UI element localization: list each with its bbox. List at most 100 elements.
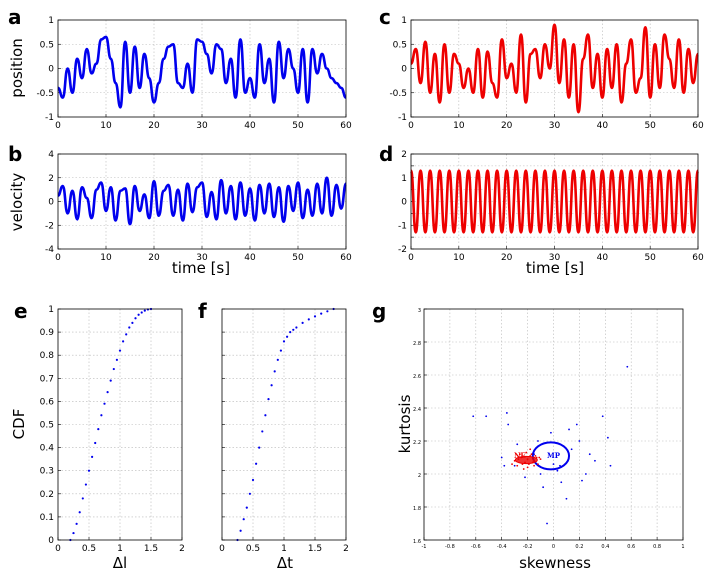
data-point — [522, 468, 525, 470]
data-point — [518, 453, 521, 456]
data-point — [560, 481, 563, 484]
chart-b: 0 10 20 30 40 50 60 -4 -2 0 2 4 — [45, 150, 352, 263]
x-tick-label: 50 — [644, 121, 656, 131]
data-point — [570, 448, 573, 451]
y-tick-label: -2 — [398, 245, 407, 255]
data-point — [134, 317, 137, 320]
data-point — [568, 428, 570, 431]
x-tick-label: 60 — [340, 253, 352, 263]
y-tick-label: 0 — [48, 198, 54, 208]
x-tick-label: 30 — [549, 121, 561, 131]
panel-d: d time [s] — [379, 142, 584, 277]
data-point — [626, 365, 629, 368]
x-tick-label: -1 — [422, 544, 427, 550]
data-point — [242, 518, 245, 521]
data-point — [539, 473, 542, 475]
x-tick-label: 0 — [55, 253, 61, 263]
x-tick-label: 10 — [453, 253, 465, 263]
panel-label-c: c — [379, 5, 391, 29]
x-tick-label: 2 — [343, 544, 349, 554]
x-tick-label: 60 — [340, 121, 352, 131]
y-tick-label: -1 — [398, 221, 407, 231]
data-point — [103, 402, 106, 405]
panel-label-e: e — [14, 299, 28, 323]
data-point — [601, 415, 604, 418]
panel-label-g: g — [372, 299, 386, 323]
y-tick-label: 1 — [401, 16, 407, 26]
data-point — [106, 391, 109, 394]
x-tick-label: 0.5 — [82, 544, 96, 554]
data-point — [128, 326, 131, 329]
data-point — [578, 440, 581, 442]
y-tick-label: 4 — [48, 150, 54, 160]
series-line-b — [57, 176, 348, 226]
data-point — [507, 423, 510, 426]
data-point — [115, 358, 118, 361]
ellipse-mp — [531, 441, 571, 471]
data-point — [552, 463, 555, 465]
data-point — [267, 397, 270, 401]
chart-a: 0 10 20 30 40 50 60 -1 -0.5 0 0.5 1 — [36, 16, 352, 131]
y-tick-label: 0.4 — [40, 444, 55, 454]
data-point — [295, 326, 298, 329]
data-point — [609, 464, 612, 467]
chart-g: -1 -0.8 -0.6 -0.4 -0.2 0 0.2 0.4 0.6 0.8 1 1.6 1.8 2 2… — [413, 308, 685, 550]
y-tick-label: 0 — [48, 65, 54, 75]
data-point — [94, 441, 97, 445]
data-point — [100, 414, 103, 417]
data-point — [264, 414, 267, 417]
data-point — [524, 476, 526, 479]
x-tick-label: 40 — [597, 253, 609, 263]
data-point — [527, 463, 530, 465]
data-point — [279, 349, 282, 352]
y-tick-label: 0.7 — [40, 374, 54, 384]
data-point — [251, 478, 255, 482]
x-tick-label: 0 — [552, 544, 555, 550]
x-tick-label: 30 — [196, 121, 208, 131]
time-xlabel-right: time [s] — [526, 259, 584, 277]
velocity-ylabel: velocity — [8, 173, 26, 232]
x-tick-label: 1 — [681, 544, 684, 550]
x-tick-label: 10 — [100, 121, 112, 131]
x-tick-label: 0.4 — [601, 544, 609, 550]
annotation-mp: MP — [547, 451, 561, 460]
data-point — [537, 440, 539, 442]
panel-f: f Δt — [198, 299, 293, 572]
x-tick-label: -0.6 — [471, 544, 481, 550]
data-point — [118, 349, 122, 352]
panel-label-f: f — [198, 299, 207, 323]
y-tick-label: 0.5 — [40, 421, 54, 431]
x-tick-label: 20 — [501, 253, 513, 263]
data-point — [575, 423, 578, 426]
data-point — [140, 311, 143, 314]
data-point — [521, 463, 524, 465]
y-tick-label: 0 — [48, 536, 54, 546]
panel-a: a position — [8, 5, 26, 98]
x-tick-label: 0 — [408, 121, 414, 131]
axes-frame — [57, 308, 183, 541]
data-point — [313, 315, 317, 318]
data-point — [581, 479, 583, 482]
data-point — [301, 321, 304, 324]
data-point — [273, 370, 276, 373]
time-xlabel-left: time [s] — [172, 259, 230, 277]
delta-l-xlabel: Δl — [113, 554, 127, 572]
x-tick-label: 50 — [644, 253, 656, 263]
x-tick-label: 20 — [148, 253, 160, 263]
annotation-ne: NE — [514, 451, 526, 460]
data-point — [516, 464, 519, 467]
cdf-ylabel: CDF — [10, 409, 28, 440]
x-tick-label: 10 — [100, 253, 112, 263]
series-line-d — [409, 169, 700, 234]
data-point — [524, 461, 526, 464]
data-point — [255, 462, 258, 465]
y-tick-label: 0.2 — [40, 490, 54, 500]
y-tick-label: 0.6 — [40, 397, 55, 407]
data-point — [533, 453, 535, 456]
x-tick-label: 40 — [244, 253, 256, 263]
x-tick-label: 10 — [453, 121, 465, 131]
data-point — [533, 459, 535, 462]
x-tick-label: 0.8 — [653, 544, 661, 550]
data-point — [525, 451, 528, 454]
y-tick-label: 1 — [48, 305, 54, 315]
